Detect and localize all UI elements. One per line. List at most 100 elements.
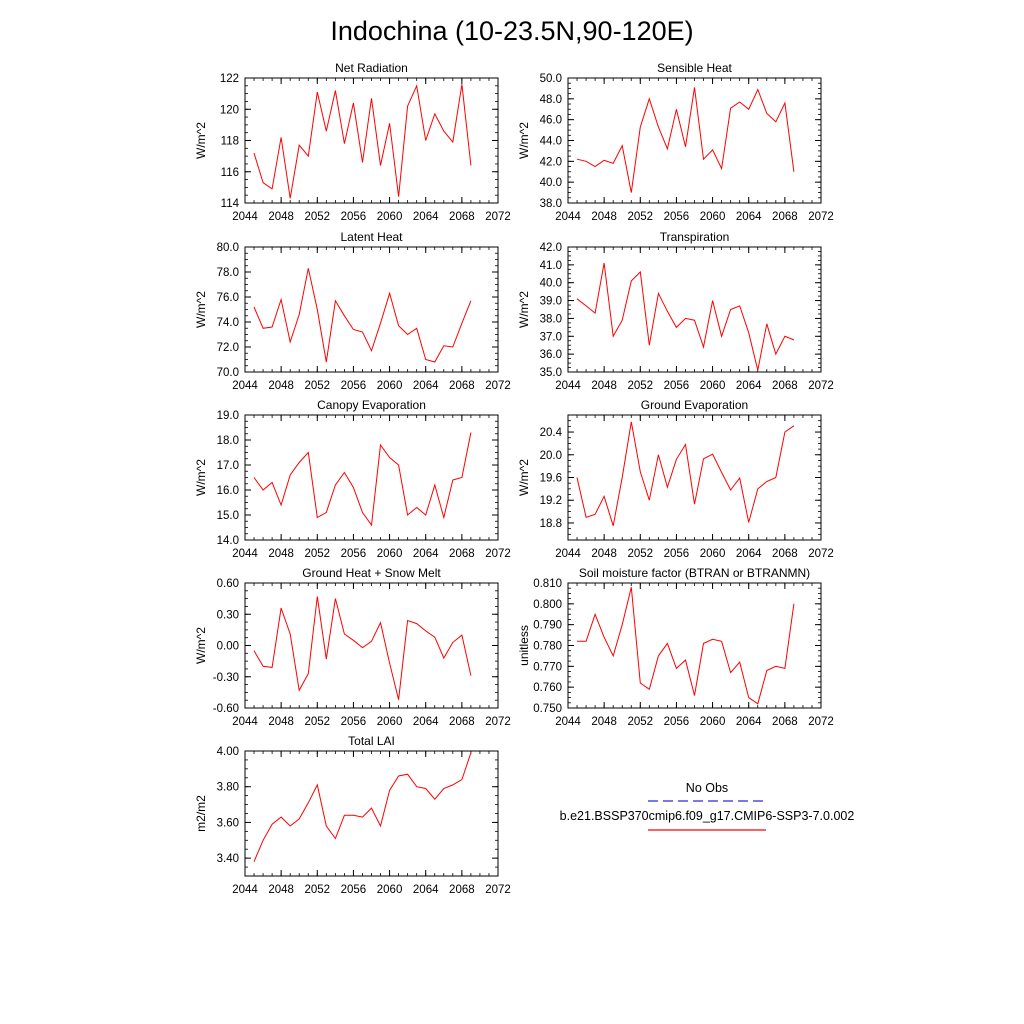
y-tick-label: 48.0 — [540, 94, 562, 106]
x-tick-label: 2044 — [555, 548, 581, 560]
panel-title: Ground Evaporation — [641, 398, 748, 412]
data-point — [272, 824, 273, 825]
data-point — [281, 816, 282, 817]
x-tick-label: 2056 — [664, 380, 690, 392]
data-point — [308, 673, 309, 674]
plot-frame — [244, 582, 499, 709]
y-tick-label: 46.0 — [540, 115, 562, 127]
data-point — [443, 517, 444, 518]
data-point — [262, 328, 263, 329]
data-point — [434, 637, 435, 638]
data-point — [604, 262, 605, 263]
data-point — [380, 825, 381, 826]
data-point — [434, 799, 435, 800]
data-point — [730, 108, 731, 109]
data-point — [290, 198, 291, 199]
data-point — [585, 305, 586, 306]
data-point — [452, 479, 453, 480]
panel-ground-heat-snow-melt: Ground Heat + Snow Melt W/m^2 2044 2048 2052… — [194, 566, 511, 728]
x-tick-label: 2072 — [485, 884, 511, 896]
data-point — [576, 159, 577, 160]
data-point — [407, 514, 408, 515]
panel-soil-moisture-factor-btran-or-btranmn: Soil moisture factor (BTRAN or BTRANMN) u… — [517, 566, 834, 728]
data-point — [703, 643, 704, 644]
panel-title: Latent Heat — [340, 230, 403, 244]
data-point — [784, 668, 785, 669]
data-point — [739, 101, 740, 102]
y-tick-label: 19.0 — [217, 410, 239, 422]
y-tick-label: 18.0 — [217, 435, 239, 447]
y-tick-label: 18.8 — [540, 518, 562, 530]
data-point — [389, 123, 390, 124]
data-point — [640, 126, 641, 127]
x-tick-label: 2052 — [627, 716, 653, 728]
data-point — [712, 149, 713, 150]
data-point — [694, 695, 695, 696]
data-point — [434, 484, 435, 485]
panel-latent-heat: Latent Heat W/m^2 2044 2048 2052 2056 2060 2064… — [194, 230, 511, 392]
data-point — [272, 667, 273, 668]
y-tick-label: 39.0 — [540, 296, 562, 308]
y-tick-label: 0.750 — [533, 703, 562, 715]
data-point — [658, 293, 659, 294]
y-tick-label: 74.0 — [217, 317, 239, 329]
y-tick-label: 4.00 — [217, 746, 239, 758]
plot-frame — [567, 77, 822, 204]
data-point — [389, 457, 390, 458]
panel-title: Ground Heat + Snow Melt — [302, 566, 441, 580]
x-tick-label: 2064 — [413, 548, 439, 560]
y-tick-label: 116 — [221, 167, 239, 179]
data-point — [308, 452, 309, 453]
data-point — [793, 425, 794, 426]
data-point — [262, 840, 263, 841]
legend-label-model-run: b.e21.BSSP370cmip6.f09_g17.CMIP6-SSP3-7.… — [560, 809, 855, 823]
y-tick-label: 41.0 — [540, 260, 562, 272]
data-point — [595, 312, 596, 313]
data-point — [604, 496, 605, 497]
x-tick-label: 2064 — [736, 548, 762, 560]
x-tick-label: 2056 — [664, 548, 690, 560]
data-point — [461, 779, 462, 780]
x-tick-label: 2068 — [449, 380, 475, 392]
data-point — [766, 323, 767, 324]
data-point — [353, 329, 354, 330]
data-point — [353, 815, 354, 816]
data-point — [748, 697, 749, 698]
data-point — [793, 171, 794, 172]
y-tick-label: 38.0 — [540, 198, 562, 210]
data-point — [730, 489, 731, 490]
data-point — [622, 624, 623, 625]
data-point — [308, 268, 309, 269]
data-point — [335, 484, 336, 485]
data-point — [649, 689, 650, 690]
y-tick-label: 114 — [221, 198, 240, 210]
panel-title: Soil moisture factor (BTRAN or BTRANMN) — [579, 566, 810, 580]
panel-title: Net Radiation — [335, 61, 408, 75]
data-point — [380, 444, 381, 445]
x-tick-label: 2056 — [341, 884, 367, 896]
x-tick-label: 2068 — [449, 884, 475, 896]
y-tick-label: -0.60 — [213, 703, 239, 715]
data-point — [407, 620, 408, 621]
x-tick-label: 2044 — [232, 884, 258, 896]
data-point — [685, 318, 686, 319]
x-tick-label: 2048 — [591, 716, 617, 728]
x-tick-label: 2064 — [736, 380, 762, 392]
x-tick-label: 2072 — [485, 716, 511, 728]
data-point — [253, 650, 254, 651]
data-point — [703, 458, 704, 459]
y-tick-label: 40.0 — [540, 177, 562, 189]
y-tick-label: 44.0 — [540, 136, 562, 148]
data-point — [389, 663, 390, 664]
data-point — [595, 166, 596, 167]
data-point — [398, 464, 399, 465]
y-tick-label: 0.760 — [533, 682, 562, 694]
x-tick-label: 2068 — [449, 716, 475, 728]
y-tick-label: 0.00 — [217, 641, 239, 653]
data-point — [721, 168, 722, 169]
data-point — [721, 472, 722, 473]
x-tick-label: 2056 — [341, 211, 367, 223]
y-tick-label: 20.4 — [540, 427, 563, 439]
x-tick-label: 2068 — [772, 211, 798, 223]
y-tick-label: 0.780 — [533, 641, 562, 653]
